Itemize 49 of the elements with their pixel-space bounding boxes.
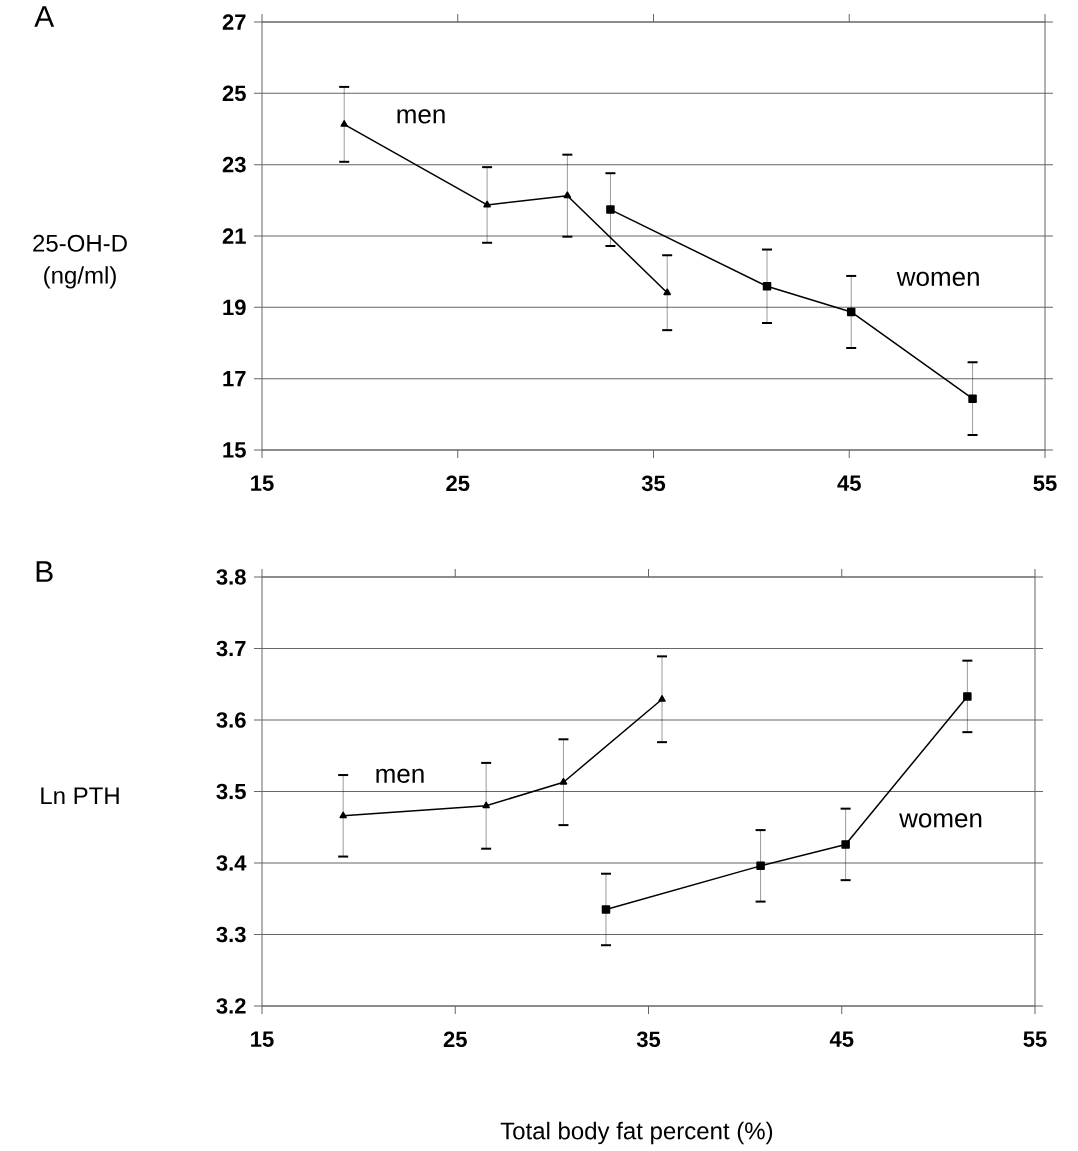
- x-tick-label: 35: [641, 475, 666, 492]
- point: [339, 811, 347, 819]
- x-tick-label: 45: [837, 475, 861, 491]
- x-tick-label: 25: [446, 475, 470, 492]
- series-label: women: [899, 813, 982, 828]
- y-tick-label: 3.5: [216, 783, 246, 800]
- point: [563, 191, 572, 199]
- point: [601, 905, 611, 914]
- y-tick-label: 3.3: [216, 926, 246, 943]
- series-label: women: [896, 271, 979, 287]
- x-tick-label: 25: [443, 1031, 467, 1048]
- y-tick-label: 23: [222, 156, 246, 173]
- x-tick-label: 55: [1023, 1031, 1047, 1047]
- chart-title: A: [34, 6, 55, 27]
- point: [606, 205, 615, 214]
- y-tick-label: 19: [223, 299, 246, 316]
- point: [762, 282, 772, 291]
- point: [846, 307, 856, 317]
- point: [841, 840, 850, 849]
- y-axis-title: Ln PTH: [41, 787, 119, 805]
- y-tick-label: 3.8: [216, 569, 246, 585]
- y-tick-label: 17: [223, 371, 246, 387]
- y-tick-label: 3.6: [216, 712, 246, 728]
- x-tick-label: 15: [251, 1031, 274, 1047]
- y-tick-label: 27: [222, 14, 246, 30]
- point: [482, 801, 490, 809]
- point: [756, 861, 765, 871]
- point: [559, 777, 568, 785]
- y-tick-label: 15: [223, 442, 246, 458]
- point: [963, 692, 972, 701]
- series-label: men: [397, 109, 445, 124]
- y-tick-label: 3.7: [216, 640, 246, 657]
- chart-title: B: [36, 561, 53, 582]
- x-tick-label: 45: [829, 1031, 854, 1047]
- x-tick-label: 55: [1033, 475, 1057, 491]
- x-tick-label: 15: [251, 475, 274, 491]
- point: [663, 288, 671, 296]
- y-tick-label: 3.2: [216, 998, 246, 1014]
- x-tick-label: 35: [636, 1031, 661, 1048]
- series-label: men: [376, 768, 424, 783]
- y-tick-label: 3.4: [216, 855, 247, 871]
- point: [968, 394, 977, 403]
- x-axis-title: Total body fat percent (%): [500, 1121, 773, 1145]
- y-axis-title: 25-OH-D (ng/ml): [33, 234, 127, 289]
- y-tick-label: 21: [222, 228, 246, 244]
- y-tick-label: 25: [222, 85, 246, 102]
- point: [340, 120, 348, 127]
- point: [658, 695, 666, 702]
- point: [483, 200, 491, 208]
